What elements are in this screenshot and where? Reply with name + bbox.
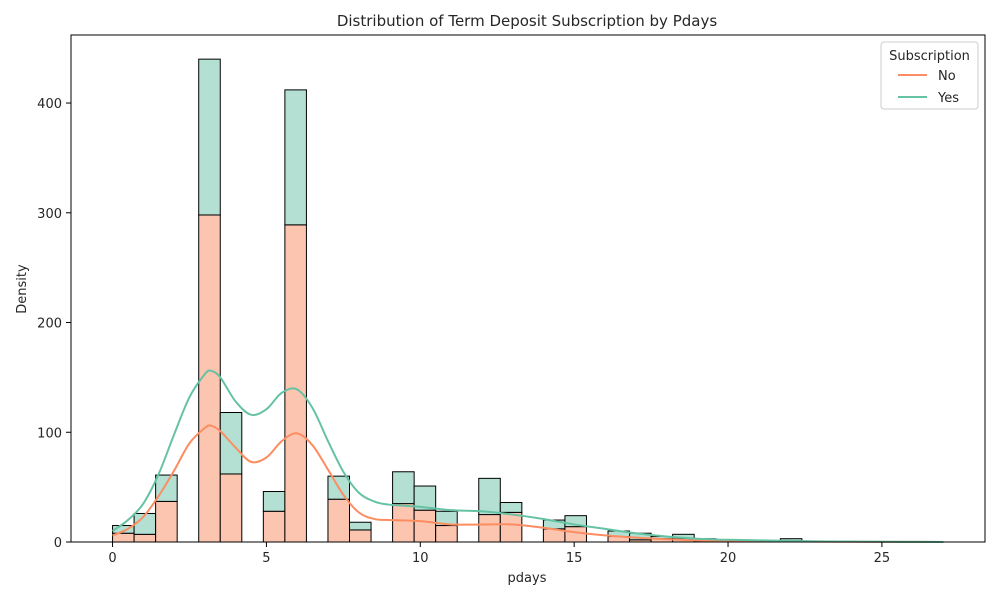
bar-no-13 <box>499 511 523 543</box>
x-tick-label-0: 0 <box>108 551 116 566</box>
bar-no-11 <box>435 525 458 543</box>
bar-yes-5 <box>262 491 286 512</box>
kde-line-yes <box>111 369 944 543</box>
bar-yes-15 <box>564 515 587 528</box>
bar-yes-1 <box>133 512 157 535</box>
plot-frame <box>70 34 986 543</box>
bar-no-9 <box>392 503 415 543</box>
bar-no-1 <box>133 533 157 543</box>
y-tick-label-4: 400 <box>37 97 62 112</box>
x-axis-label: pdays <box>508 571 547 586</box>
y-tick-label-2: 200 <box>37 317 62 332</box>
legend: Subscription No Yes <box>880 41 979 110</box>
bar-no-15 <box>564 526 587 543</box>
bar-yes-13 <box>499 501 523 513</box>
bar-yes-11 <box>435 510 458 527</box>
legend-label-no: No <box>938 69 956 84</box>
bar-yes-2 <box>155 474 178 502</box>
bars-layer <box>112 58 803 543</box>
bar-yes-9 <box>392 471 415 505</box>
x-tick-label-4: 20 <box>720 551 737 566</box>
y-tick-label-1: 100 <box>37 426 62 441</box>
legend-title: Subscription <box>889 49 970 64</box>
x-tick-label-1: 5 <box>262 551 270 566</box>
x-tick-label-5: 25 <box>874 551 891 566</box>
x-tick-label-3: 15 <box>566 551 583 566</box>
axes-layer: 0 5 10 15 20 25 0 100 200 300 400 <box>37 34 986 566</box>
bar-no-12 <box>478 514 501 543</box>
legend-box <box>880 41 979 110</box>
bar-yes-12 <box>478 477 501 516</box>
bar-no-2 <box>155 500 178 543</box>
bar-no-4 <box>219 473 243 543</box>
y-tick-label-3: 300 <box>37 207 62 222</box>
bar-yes-6 <box>284 89 307 226</box>
bar-no-6 <box>284 224 307 543</box>
kde-layer <box>111 369 944 543</box>
bar-no-8 <box>349 529 372 543</box>
bar-no-7 <box>327 498 351 543</box>
x-tick-label-2: 10 <box>412 551 429 566</box>
chart-title: Distribution of Term Deposit Subscriptio… <box>337 12 718 30</box>
bar-yes-8 <box>349 521 372 531</box>
y-tick-label-0: 0 <box>54 536 62 551</box>
y-axis-label: Density <box>15 264 30 314</box>
bar-yes-10 <box>413 485 437 511</box>
legend-label-yes: Yes <box>937 91 959 106</box>
bar-yes-3 <box>198 58 221 216</box>
bar-no-5 <box>262 510 286 543</box>
bar-no-10 <box>413 509 437 543</box>
